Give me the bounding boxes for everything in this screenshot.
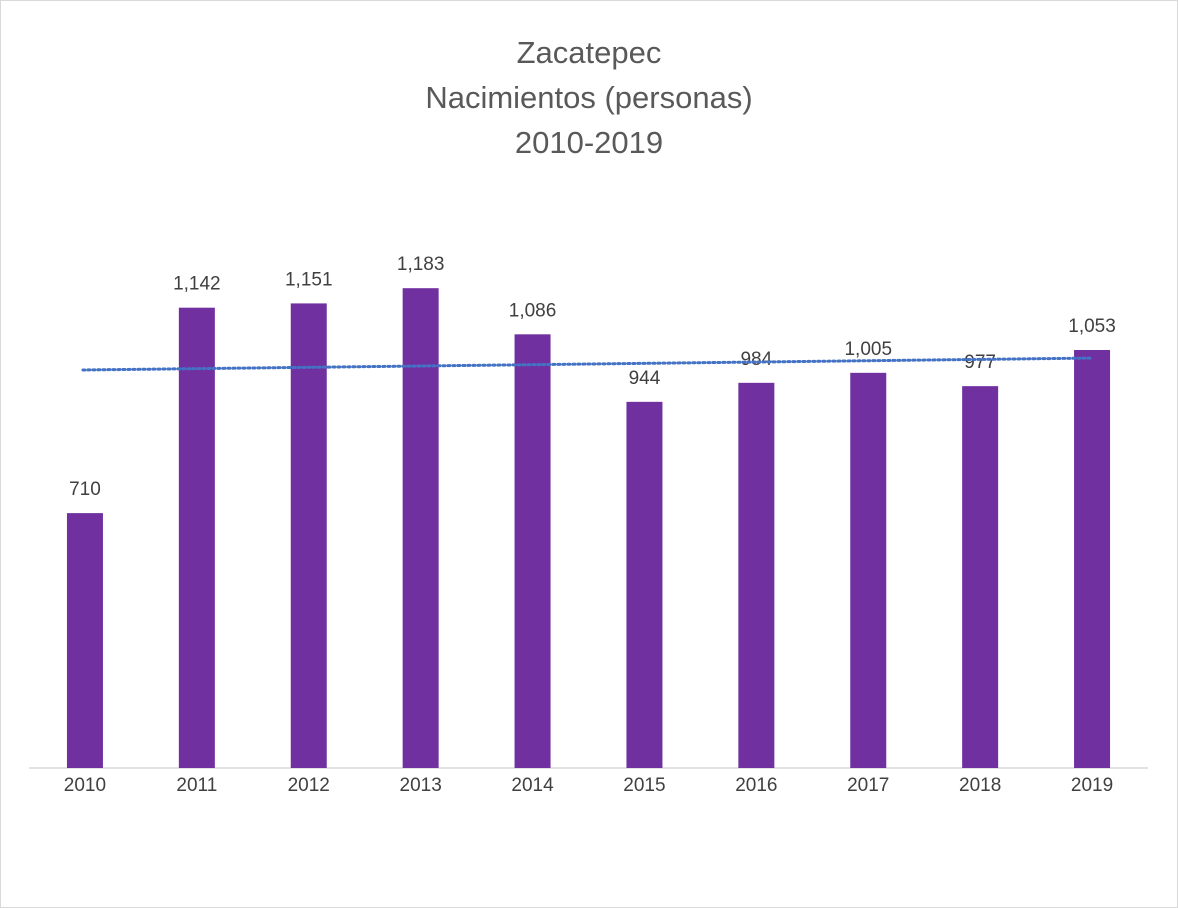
bar	[738, 382, 775, 768]
data-label: 984	[740, 349, 772, 370]
x-tick-label: 2019	[1071, 775, 1113, 796]
x-tick-label: 2013	[400, 775, 442, 796]
data-label: 1,142	[173, 274, 221, 295]
x-tick-label: 2016	[735, 775, 777, 796]
x-tick-label: 2017	[847, 775, 889, 796]
chart-title: 2010-2019	[515, 125, 663, 160]
data-label: 1,151	[285, 269, 333, 290]
bar	[962, 386, 999, 768]
bar	[1074, 350, 1111, 768]
data-label: 710	[69, 479, 101, 500]
data-label: 1,053	[1068, 316, 1116, 337]
data-label: 944	[629, 368, 661, 389]
trendline	[81, 356, 1092, 372]
x-tick-label: 2015	[623, 775, 665, 796]
bar	[402, 288, 439, 768]
data-label: 1,183	[397, 254, 445, 275]
bar	[66, 513, 103, 768]
bar	[850, 372, 887, 768]
bar	[290, 303, 327, 768]
data-label: 1,005	[844, 339, 892, 360]
chart-title: Nacimientos (personas)	[425, 80, 752, 115]
x-tick-label: 2010	[64, 775, 106, 796]
bar	[514, 334, 551, 768]
bar	[178, 307, 215, 768]
x-tick-label: 2012	[288, 775, 330, 796]
x-tick-label: 2014	[511, 775, 554, 796]
bar	[626, 401, 663, 768]
data-label: 1,086	[509, 300, 557, 321]
x-tick-label: 2018	[959, 775, 1001, 796]
data-label: 977	[964, 352, 996, 373]
x-tick-label: 2011	[176, 775, 217, 796]
chart-title: Zacatepec	[517, 35, 662, 70]
